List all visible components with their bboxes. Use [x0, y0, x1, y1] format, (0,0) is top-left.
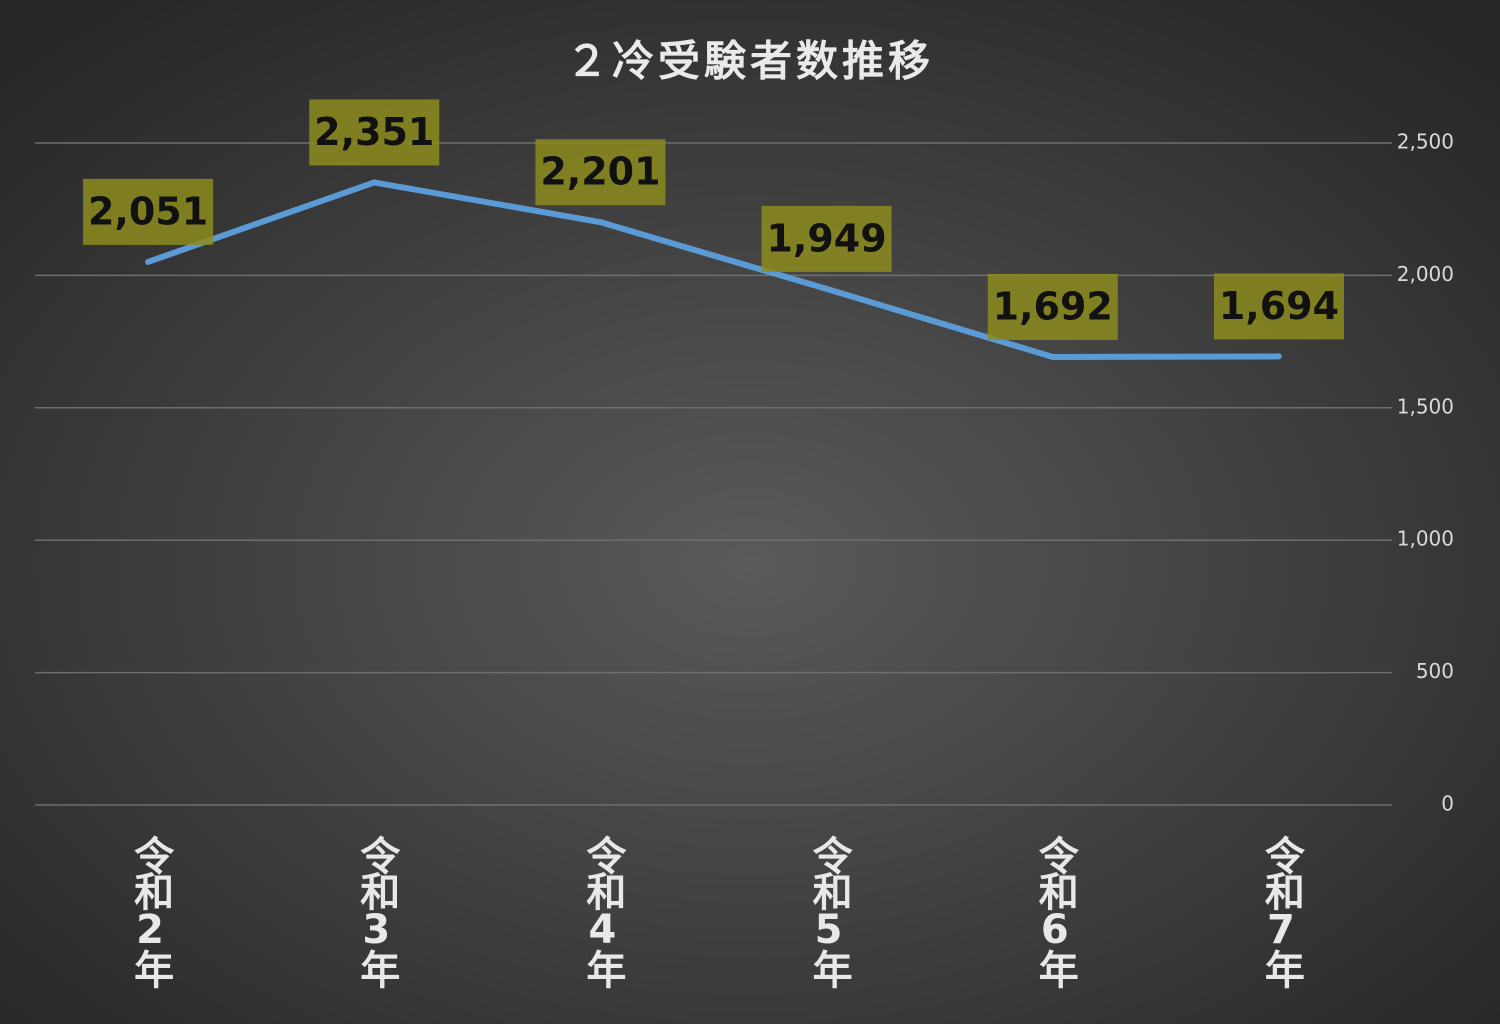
x-tick-label: 令和4年 — [579, 835, 626, 989]
y-tick-label: 500 — [1416, 659, 1454, 683]
x-tick-label: 令和6年 — [1032, 835, 1079, 989]
label-box — [309, 99, 440, 166]
label-box — [535, 139, 666, 206]
x-tick-label: 令和2年 — [127, 835, 174, 989]
x-tick-label: 令和3年 — [353, 835, 400, 989]
data-label: 2,201 — [540, 150, 660, 194]
data-label: 1,692 — [993, 284, 1113, 328]
y-tick-label: 2,500 — [1397, 130, 1454, 154]
label-box — [1213, 273, 1344, 340]
chart-title: ２冷受験者数推移 — [566, 37, 934, 86]
y-tick-label: 1,000 — [1397, 527, 1454, 551]
label-box — [987, 273, 1118, 340]
x-tick-label: 令和7年 — [1258, 835, 1305, 989]
label-box — [761, 205, 892, 272]
y-tick-label: 0 — [1441, 792, 1454, 816]
y-tick-label: 1,500 — [1397, 394, 1454, 418]
x-tick-label: 令和5年 — [806, 835, 853, 989]
data-label: 2,351 — [314, 110, 434, 154]
y-tick-label: 2,000 — [1397, 262, 1454, 286]
line — [145, 179, 1282, 360]
data-label: 1,694 — [1219, 284, 1339, 328]
label-box — [83, 178, 214, 245]
data-label: 1,949 — [766, 216, 886, 260]
data-label: 2,051 — [88, 189, 208, 233]
